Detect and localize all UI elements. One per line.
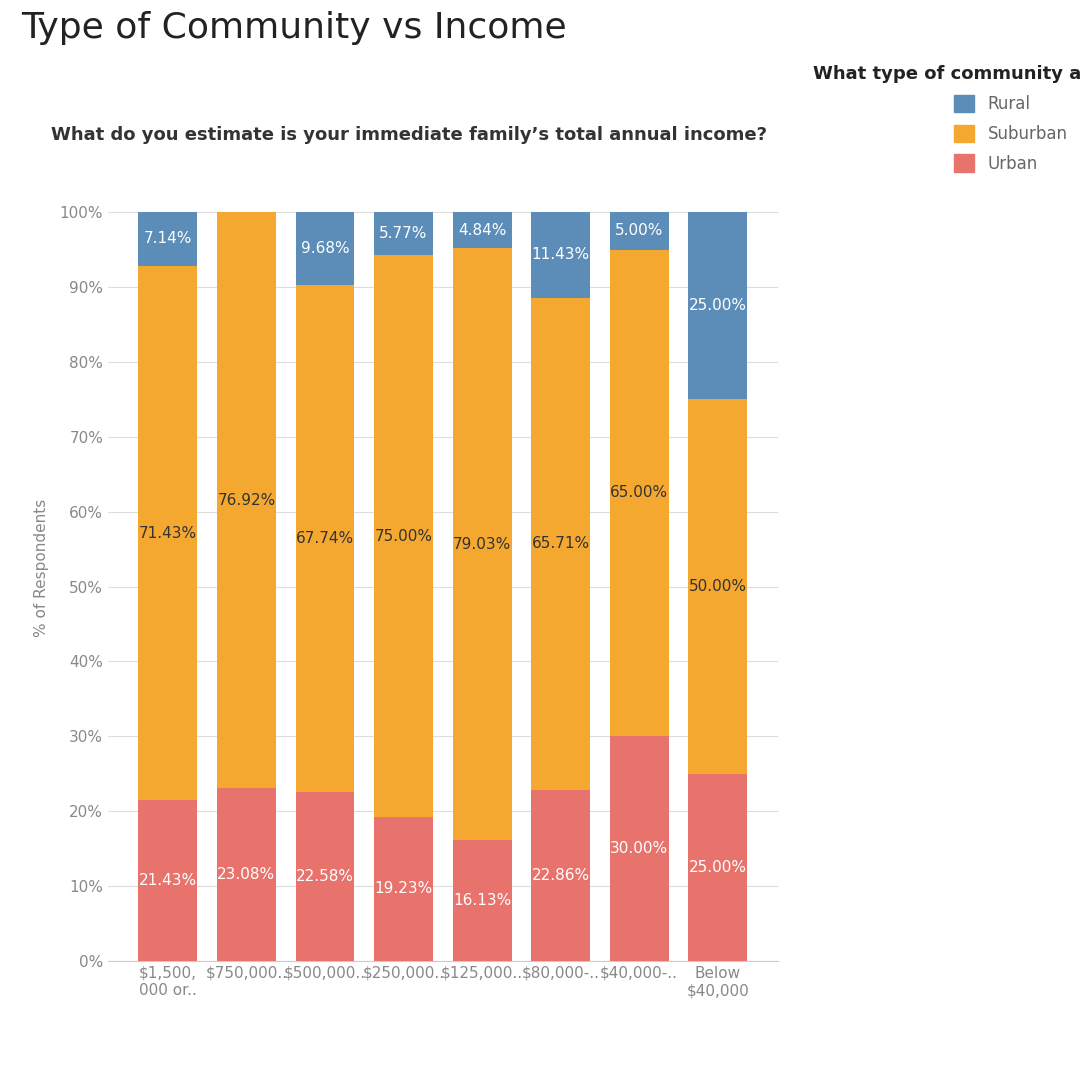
Bar bbox=[610, 250, 669, 736]
Bar bbox=[453, 840, 512, 961]
Bar bbox=[610, 736, 669, 961]
Bar bbox=[531, 212, 590, 298]
Bar bbox=[531, 298, 590, 790]
Bar bbox=[688, 400, 747, 774]
Text: 16.13%: 16.13% bbox=[453, 893, 511, 909]
Text: What do you estimate is your immediate family’s total annual income?: What do you estimate is your immediate f… bbox=[52, 126, 767, 143]
Bar bbox=[138, 800, 198, 961]
Text: 76.92%: 76.92% bbox=[217, 492, 275, 508]
Bar bbox=[296, 285, 354, 792]
Text: 25.00%: 25.00% bbox=[689, 298, 746, 313]
Text: 7.14%: 7.14% bbox=[144, 232, 192, 247]
Text: Type of Community vs Income: Type of Community vs Income bbox=[22, 11, 567, 45]
Text: 5.77%: 5.77% bbox=[379, 226, 428, 241]
Text: 4.84%: 4.84% bbox=[458, 223, 507, 238]
Bar bbox=[688, 774, 747, 961]
Bar bbox=[217, 788, 275, 961]
Bar bbox=[688, 212, 747, 400]
Text: 65.00%: 65.00% bbox=[610, 486, 669, 500]
Bar bbox=[374, 256, 433, 817]
Text: 79.03%: 79.03% bbox=[453, 537, 511, 551]
Text: 71.43%: 71.43% bbox=[139, 525, 197, 541]
Text: 21.43%: 21.43% bbox=[139, 874, 197, 888]
Bar bbox=[217, 212, 275, 788]
Bar bbox=[296, 792, 354, 961]
Text: 30.00%: 30.00% bbox=[610, 841, 669, 856]
Bar bbox=[296, 212, 354, 285]
Text: 11.43%: 11.43% bbox=[531, 248, 590, 262]
Text: 22.86%: 22.86% bbox=[531, 868, 590, 882]
Bar bbox=[138, 265, 198, 800]
Bar bbox=[374, 212, 433, 256]
Text: 25.00%: 25.00% bbox=[689, 859, 746, 875]
Text: 23.08%: 23.08% bbox=[217, 867, 275, 882]
Text: 65.71%: 65.71% bbox=[531, 536, 590, 551]
Legend: Rural, Suburban, Urban: Rural, Suburban, Urban bbox=[813, 66, 1080, 173]
Text: 19.23%: 19.23% bbox=[375, 881, 433, 897]
Text: 5.00%: 5.00% bbox=[615, 224, 663, 238]
Bar bbox=[610, 212, 669, 250]
Text: 50.00%: 50.00% bbox=[689, 579, 746, 594]
Bar bbox=[531, 790, 590, 961]
Bar bbox=[453, 212, 512, 248]
Bar bbox=[374, 817, 433, 961]
Text: 22.58%: 22.58% bbox=[296, 869, 354, 883]
Text: 75.00%: 75.00% bbox=[375, 529, 432, 544]
Bar bbox=[453, 248, 512, 840]
Text: 67.74%: 67.74% bbox=[296, 531, 354, 546]
Text: 9.68%: 9.68% bbox=[300, 241, 349, 256]
Bar bbox=[138, 212, 198, 265]
Y-axis label: % of Respondents: % of Respondents bbox=[33, 499, 49, 637]
